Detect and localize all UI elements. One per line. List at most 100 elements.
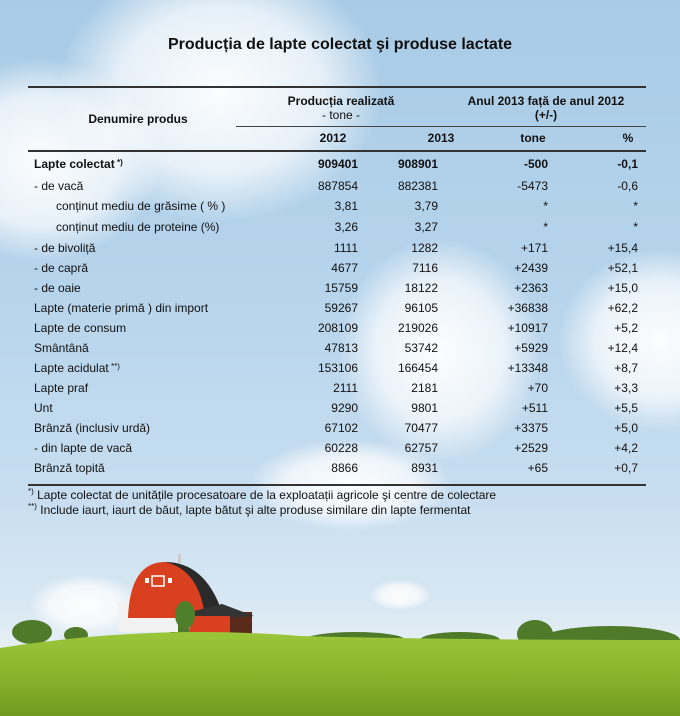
cell-2012: 1111	[333, 241, 358, 255]
cell-diff-tone: +10917	[507, 321, 548, 335]
cell-diff-tone: +65	[527, 461, 548, 475]
row-name: Brânză topită	[34, 461, 105, 475]
cell-diff-tone: +36838	[507, 301, 548, 315]
cell-2013: 166454	[397, 361, 438, 375]
cell-diff-tone: -500	[523, 157, 548, 171]
row-name: - de bivoliță	[34, 241, 96, 255]
table-row: - de bivoliță 1111 1282 +171 +15,4	[28, 238, 646, 258]
table-row: Smântână 47813 53742 +5929 +12,4	[28, 338, 646, 358]
cell-2012: 208109	[317, 321, 358, 335]
cell-2012: 59267	[324, 301, 358, 315]
cell-diff-tone: +70	[527, 381, 548, 395]
cell-2013: 18122	[404, 281, 438, 295]
cell-diff-tone: +2363	[514, 281, 548, 295]
cell-2012: 47813	[324, 341, 358, 355]
footnote-ref: **)	[111, 362, 120, 371]
cell-diff-tone: *	[543, 199, 548, 213]
cell-diff-tone: -5473	[517, 179, 548, 193]
row-name: Lapte (materie primă ) din import	[34, 301, 209, 315]
cell-diff-tone: +511	[521, 401, 548, 415]
header-col-pct: %	[622, 131, 634, 145]
row-name: - de vacă	[34, 179, 84, 193]
cell-diff-pct: +15,4	[607, 241, 638, 255]
cell-diff-tone: +3375	[514, 421, 548, 435]
cell-2013: 62757	[404, 441, 438, 455]
cell-2012: 60228	[324, 441, 358, 455]
cell-diff-tone: +13348	[507, 361, 548, 375]
row-name: Lapte colectat	[34, 157, 115, 171]
header-group-comparison-sub: (+/-)	[534, 108, 558, 122]
cell-diff-pct: -0,6	[617, 179, 638, 193]
row-name: Brânză (inclusiv urdă)	[34, 421, 151, 435]
row-name: conținut mediu de grăsime ( % )	[56, 199, 226, 213]
cell-2013: 908901	[397, 157, 438, 171]
page-title: Producția de lapte colectat şi produse l…	[167, 36, 513, 53]
cell-2012: 67102	[324, 421, 358, 435]
cell-2012: 3,26	[334, 220, 358, 234]
cell-diff-pct: +4,2	[614, 441, 638, 455]
cell-diff-pct: +0,7	[614, 461, 638, 475]
footnote-2-text: Include iaurt, iaurt de băut, lapte bătu…	[40, 503, 471, 517]
cell-diff-pct: +5,2	[614, 321, 638, 335]
header-group-comparison: Anul 2013 față de anul 2012 (+/-)	[446, 94, 646, 122]
row-name: Lapte de consum	[34, 321, 127, 335]
header-col-tone: tone	[520, 131, 546, 145]
table-row: Lapte (materie primă ) din import 59267 96…	[28, 298, 646, 318]
table-row: Lapte de consum 208109 219026 +10917 +5,2	[28, 318, 646, 338]
row-name: Unt	[34, 401, 53, 415]
cell-diff-pct: +12,4	[607, 341, 638, 355]
row-name: Smântână	[34, 341, 89, 355]
cell-2013: 1282	[411, 241, 438, 255]
cell-2013: 53742	[404, 341, 438, 355]
cell-diff-pct: +5,0	[614, 421, 638, 435]
cell-2013: 3,79	[414, 199, 438, 213]
cell-diff-pct: +62,2	[607, 301, 638, 315]
cell-2012: 9290	[331, 401, 358, 415]
table-row: Lapte acidulat **) 153106 166454 +13348 +8,7	[28, 358, 646, 378]
cell-2013: 9801	[411, 401, 438, 415]
cell-diff-pct: +5,5	[614, 401, 638, 415]
footnote-1: *) Lapte colectat de unitățile procesato…	[28, 488, 496, 503]
header-group-production-unit: - tone -	[321, 108, 360, 122]
footnote-ref: *)	[117, 158, 123, 167]
cell-diff-pct: +52,1	[607, 261, 638, 275]
cell-2012: 887854	[317, 179, 358, 193]
header-group-comparison-title: Anul 2013 față de anul 2012	[467, 94, 625, 108]
cell-diff-pct: +3,3	[614, 381, 638, 395]
row-name: - din lapte de vacă	[34, 441, 133, 455]
header-col-2013: 2013	[427, 131, 455, 145]
cell-diff-pct: -0,1	[617, 157, 638, 171]
table-top-rule	[28, 86, 646, 88]
cell-2013: 7116	[412, 261, 438, 275]
cell-diff-pct: +8,7	[614, 361, 638, 375]
header-product-name: Denumire produs	[88, 112, 188, 126]
cell-diff-tone: +2439	[514, 261, 548, 275]
cell-2013: 70477	[404, 421, 438, 435]
header-sub-rule	[236, 126, 646, 127]
cell-diff-tone: +5929	[514, 341, 548, 355]
row-name: conținut mediu de proteine (%)	[56, 220, 220, 234]
cell-2012: 153106	[317, 361, 358, 375]
header-col-2012: 2012	[319, 131, 347, 145]
cell-diff-tone: *	[543, 220, 548, 234]
cloud-decoration	[340, 240, 540, 460]
cell-2012: 4677	[331, 261, 358, 275]
cell-2013: 219026	[397, 321, 438, 335]
row-name: Lapte praf	[34, 381, 89, 395]
cell-diff-pct: *	[633, 220, 638, 234]
cloud-decoration	[370, 580, 430, 610]
table-row: - de vacă 887854 882381 -5473 -0,6	[28, 176, 646, 196]
table-row: - de oaie 15759 18122 +2363 +15,0	[28, 278, 646, 298]
cell-2013: 2181	[411, 381, 438, 395]
footnote-1-text: Lapte colectat de unitățile procesatoare…	[37, 488, 497, 502]
row-name: - de oaie	[34, 281, 81, 295]
table-row: Lapte colectat *) 909401 908901 -500 -0,1	[28, 154, 646, 174]
header-group-production-title: Producția realizată	[287, 94, 395, 108]
cell-2012: 2111	[333, 381, 358, 395]
cell-2013: 3,27	[414, 220, 438, 234]
header-bottom-rule	[28, 150, 646, 152]
table-bottom-rule	[28, 484, 646, 486]
cell-2012: 8866	[331, 461, 358, 475]
table-row: conținut mediu de grăsime ( % ) 3,81 3,79 *…	[28, 196, 646, 216]
cell-2012: 3,81	[334, 199, 358, 213]
